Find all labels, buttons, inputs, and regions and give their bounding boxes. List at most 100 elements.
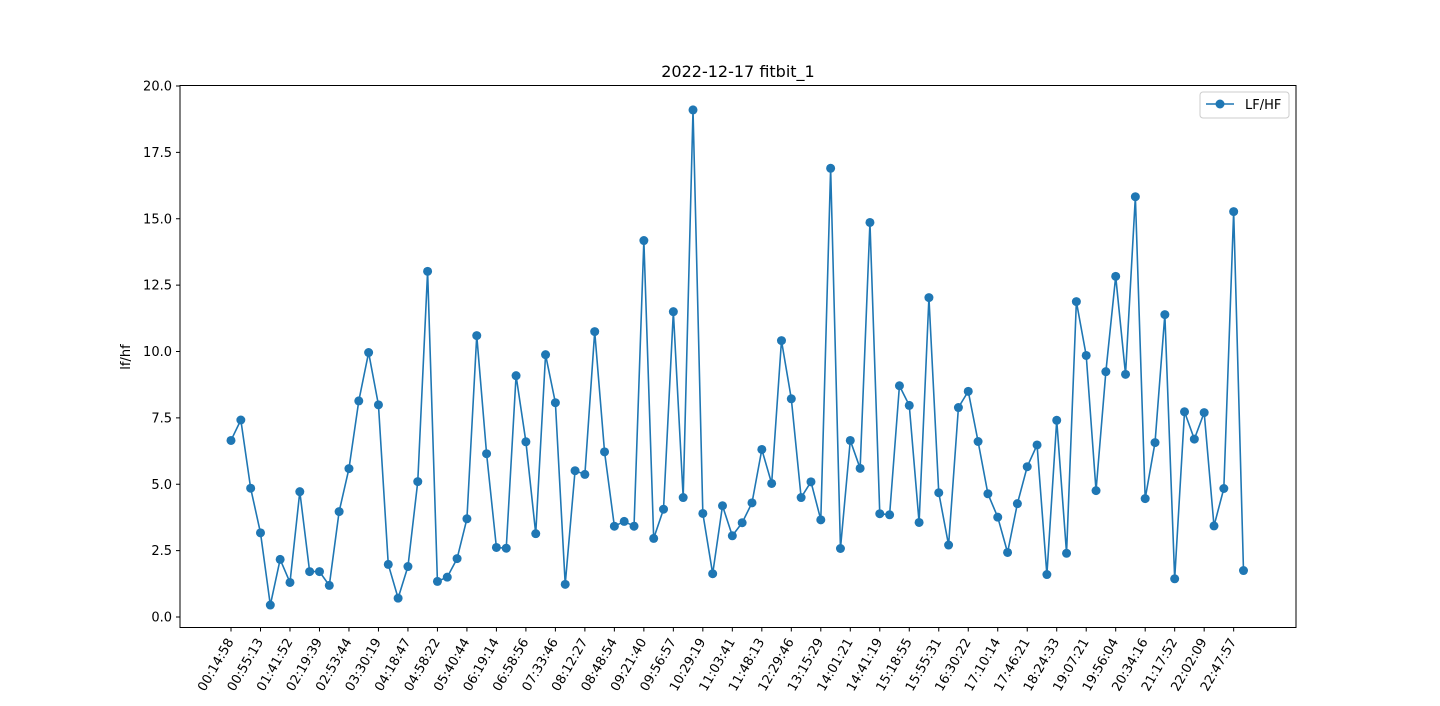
data-point xyxy=(639,236,649,246)
data-point xyxy=(944,540,954,550)
data-point xyxy=(786,394,796,404)
data-point xyxy=(806,477,816,487)
data-point xyxy=(1238,566,1248,576)
data-point xyxy=(373,400,383,410)
data-point xyxy=(560,579,570,589)
data-point xyxy=(590,327,600,337)
legend: LF/HF xyxy=(1199,91,1290,119)
data-point xyxy=(1042,570,1052,580)
data-point xyxy=(1170,574,1180,584)
data-point xyxy=(776,336,786,346)
data-point xyxy=(1130,192,1140,202)
data-point xyxy=(993,512,1003,522)
data-point xyxy=(255,528,265,538)
data-point xyxy=(462,514,472,524)
y-axis-label: lf/hf xyxy=(119,344,134,370)
data-point xyxy=(1003,547,1013,557)
data-point xyxy=(698,508,708,518)
data-point xyxy=(678,493,688,503)
data-point xyxy=(973,437,983,447)
data-point xyxy=(659,504,669,514)
data-point xyxy=(403,562,413,572)
data-point xyxy=(865,217,875,227)
legend-box xyxy=(1199,91,1290,119)
x-axis-ticks: 00:14:5800:55:1301:41:5202:19:3902:53:44… xyxy=(195,627,1240,694)
data-point xyxy=(894,381,904,391)
data-point xyxy=(629,521,639,531)
data-point xyxy=(885,510,895,520)
data-point xyxy=(757,444,767,454)
data-point xyxy=(953,403,963,413)
data-point xyxy=(1140,494,1150,504)
data-point xyxy=(875,509,885,519)
data-point xyxy=(1101,367,1111,377)
y-tick-label: 0.0 xyxy=(151,611,172,626)
data-point xyxy=(1022,462,1032,472)
y-tick-label: 20.0 xyxy=(143,80,172,95)
data-point xyxy=(1032,440,1042,450)
data-point xyxy=(1062,548,1072,558)
data-point xyxy=(285,577,295,587)
y-tick-label: 12.5 xyxy=(143,279,172,294)
data-point xyxy=(236,415,246,425)
data-point xyxy=(491,542,501,552)
data-point xyxy=(531,529,541,539)
data-point xyxy=(668,307,678,317)
data-point xyxy=(845,435,855,445)
data-point xyxy=(314,567,324,577)
data-point xyxy=(1199,408,1209,418)
data-point xyxy=(1209,521,1219,531)
data-point xyxy=(1081,350,1091,360)
data-point xyxy=(1111,271,1121,281)
y-tick-label: 7.5 xyxy=(151,411,172,426)
data-point xyxy=(1091,486,1101,496)
data-point xyxy=(275,554,285,564)
data-point xyxy=(1052,415,1062,425)
y-axis-ticks: 0.0 2.5 5.0 7.5 10.0 12.5 15.0 17.5 20.0 xyxy=(143,80,180,626)
data-point xyxy=(344,464,354,474)
data-point xyxy=(432,576,442,586)
data-point xyxy=(737,518,747,528)
data-point xyxy=(835,544,845,554)
data-point xyxy=(501,543,511,553)
data-point xyxy=(541,350,551,360)
data-point xyxy=(570,466,580,476)
y-tick-label: 5.0 xyxy=(151,478,172,493)
data-point xyxy=(609,521,619,531)
data-point xyxy=(226,435,236,445)
data-point xyxy=(747,498,757,508)
data-point xyxy=(265,600,275,610)
data-point xyxy=(924,293,934,303)
data-point xyxy=(1160,310,1170,320)
data-point xyxy=(796,493,806,503)
legend-label: LF/HF xyxy=(1245,98,1281,113)
data-point xyxy=(649,533,659,543)
data-point xyxy=(482,449,492,459)
data-point xyxy=(472,331,482,341)
data-point xyxy=(619,516,629,526)
chart-title: 2022-12-17 fitbit_1 xyxy=(661,62,814,82)
series-line xyxy=(230,109,1245,606)
data-point xyxy=(816,515,826,525)
data-point xyxy=(413,477,423,487)
data-point xyxy=(324,580,334,590)
data-point xyxy=(383,559,393,569)
data-point xyxy=(354,396,364,406)
data-point xyxy=(1121,369,1131,379)
y-tick-label: 2.5 xyxy=(151,544,172,559)
y-tick-label: 17.5 xyxy=(143,146,172,161)
plot-area-frame xyxy=(179,85,1297,628)
data-point xyxy=(1012,499,1022,509)
data-point xyxy=(364,348,374,358)
data-point xyxy=(521,437,531,447)
data-point xyxy=(855,463,865,473)
data-point xyxy=(904,400,914,410)
data-point xyxy=(934,488,944,498)
data-point xyxy=(600,447,610,457)
data-point xyxy=(452,554,462,564)
data-point xyxy=(1071,297,1081,307)
data-point xyxy=(1180,407,1190,417)
data-point xyxy=(1229,207,1239,217)
data-point xyxy=(767,478,777,488)
